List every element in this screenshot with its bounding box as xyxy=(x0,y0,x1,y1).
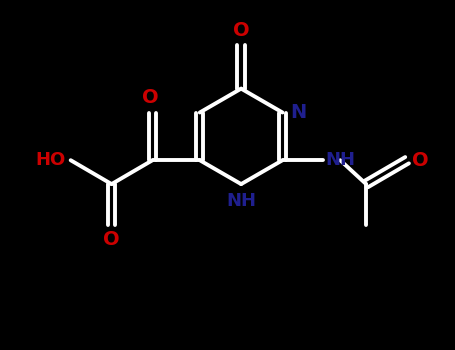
Text: NH: NH xyxy=(325,151,355,169)
Text: O: O xyxy=(233,21,249,40)
Text: NH: NH xyxy=(226,192,256,210)
Text: N: N xyxy=(291,103,307,122)
Text: O: O xyxy=(412,151,428,170)
Text: O: O xyxy=(103,230,120,250)
Text: HO: HO xyxy=(35,151,65,169)
Text: O: O xyxy=(142,88,158,107)
